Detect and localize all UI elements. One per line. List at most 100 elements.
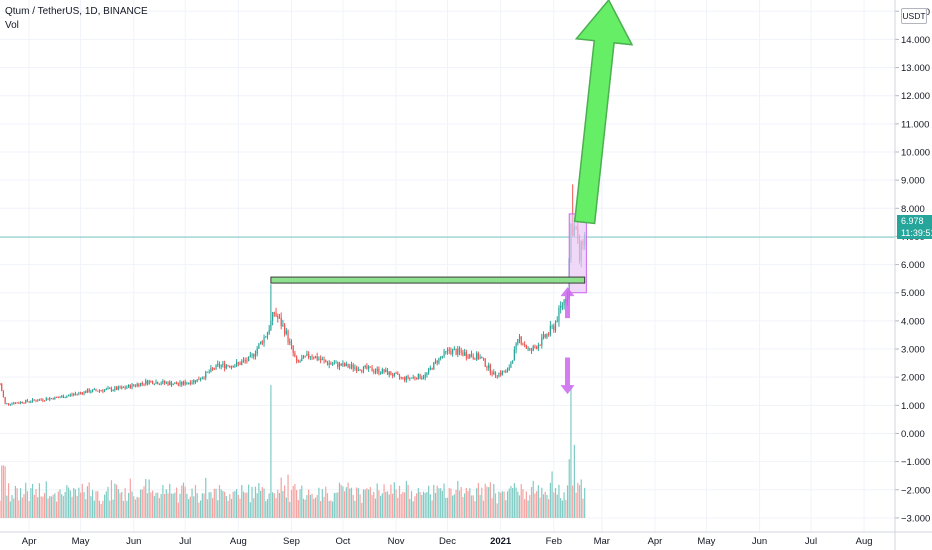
candle-body (371, 367, 373, 372)
candle-body (14, 402, 17, 404)
candle-body (381, 369, 383, 374)
candle-body (212, 367, 214, 369)
volume-bar (292, 485, 294, 518)
candle-body (484, 358, 486, 367)
volume-bar (86, 486, 89, 518)
y-tick-label: 1.000 (901, 401, 925, 412)
volume-bar (489, 482, 491, 518)
volume-bar (350, 487, 353, 518)
y-tick-label: 11.000 (901, 119, 929, 130)
candle-body (119, 386, 121, 389)
volume-bar (212, 498, 214, 518)
candle-body (431, 367, 433, 370)
candle-body (416, 378, 418, 380)
volume-bar (565, 499, 567, 518)
candle-body (131, 384, 133, 389)
candle-body (344, 363, 346, 367)
candle-body (489, 365, 491, 373)
volume-bar (28, 501, 30, 518)
candle-body (500, 372, 502, 375)
volume-bar (357, 488, 359, 518)
candle-body (76, 393, 78, 395)
time-axis[interactable]: Apr May Jun Jul Aug Sep Oct Nov Dec 2021 Feb Mar Apr… (0, 531, 932, 547)
candle-body (488, 365, 490, 368)
volume-bar (368, 489, 370, 518)
candle-body (52, 398, 54, 400)
volume-bar (417, 487, 419, 518)
volume-bar (493, 484, 495, 518)
volume-bar (282, 491, 284, 518)
candle-body (542, 334, 545, 338)
volume-bar (145, 479, 147, 518)
candle-body (390, 371, 392, 376)
volume-indicator-label[interactable]: Vol (5, 20, 19, 31)
candle-body (107, 388, 109, 390)
candle-body (517, 339, 519, 344)
candle-body (472, 356, 474, 359)
candle-body (50, 398, 53, 400)
volume-bar (486, 486, 488, 518)
volume-bar (481, 487, 483, 518)
candle-body (239, 362, 241, 365)
volume-bar (584, 487, 586, 518)
x-tick-label: Jul (805, 536, 817, 547)
x-tick-label: Mar (594, 536, 610, 547)
volume-bar (373, 491, 375, 518)
volume-bar (67, 487, 70, 518)
volume-bar (122, 500, 125, 518)
volume-bar (172, 493, 174, 518)
volume-bar (227, 500, 229, 518)
candle-body (421, 377, 423, 379)
volume-bar (400, 493, 402, 518)
volume-bar (405, 480, 407, 518)
candle-body (481, 356, 483, 359)
volume-bar (464, 493, 466, 518)
volume-bar (302, 498, 305, 518)
volume-bar (506, 491, 509, 518)
x-tick-label: May (697, 536, 715, 547)
volume-bar (388, 494, 390, 518)
volume-bar (467, 491, 469, 518)
candle-body (205, 371, 207, 378)
volume-bar (501, 491, 503, 518)
candle-body (186, 383, 188, 385)
candle-body (508, 367, 510, 370)
volume-bar (376, 483, 378, 518)
candle-body (234, 365, 236, 368)
volume-bar (527, 500, 529, 518)
volume-bar (23, 494, 25, 518)
volume-bar (306, 495, 308, 518)
candle-body (215, 364, 217, 369)
candle-body (136, 384, 138, 387)
volume-bar (6, 495, 8, 518)
candle-body (405, 376, 407, 381)
volume-bar (205, 477, 207, 518)
volume-bar (0, 500, 1, 518)
candle-body (520, 336, 522, 344)
volume-bar (31, 483, 34, 518)
candle-body (446, 349, 449, 352)
volume-bar (333, 492, 335, 518)
symbol-title[interactable]: Qtum / TetherUS, 1D, BINANCE (5, 6, 148, 17)
candle-body (369, 366, 371, 368)
volume-bar (553, 492, 555, 518)
candle-body (530, 349, 533, 351)
last-price-label: 6.978 (897, 215, 932, 227)
volume-bar (530, 487, 533, 518)
currency-button[interactable]: USDT (901, 8, 927, 24)
x-tick-label: Jun (752, 536, 767, 547)
volume-bar (278, 492, 281, 518)
volume-bar (577, 482, 579, 518)
candle-body (273, 312, 275, 314)
candle-body (9, 404, 11, 406)
candle-body (362, 366, 365, 372)
volume-bar (141, 489, 143, 518)
y-tick-label: 13.000 (901, 63, 930, 74)
candle-body (256, 348, 258, 354)
volume-bar (272, 492, 274, 518)
candle-body (320, 359, 322, 361)
price-axis[interactable]: 15.00014.00013.00012.00011.00010.0009.00… (894, 0, 930, 550)
candle-body (419, 374, 421, 379)
volume-bar (304, 499, 306, 518)
